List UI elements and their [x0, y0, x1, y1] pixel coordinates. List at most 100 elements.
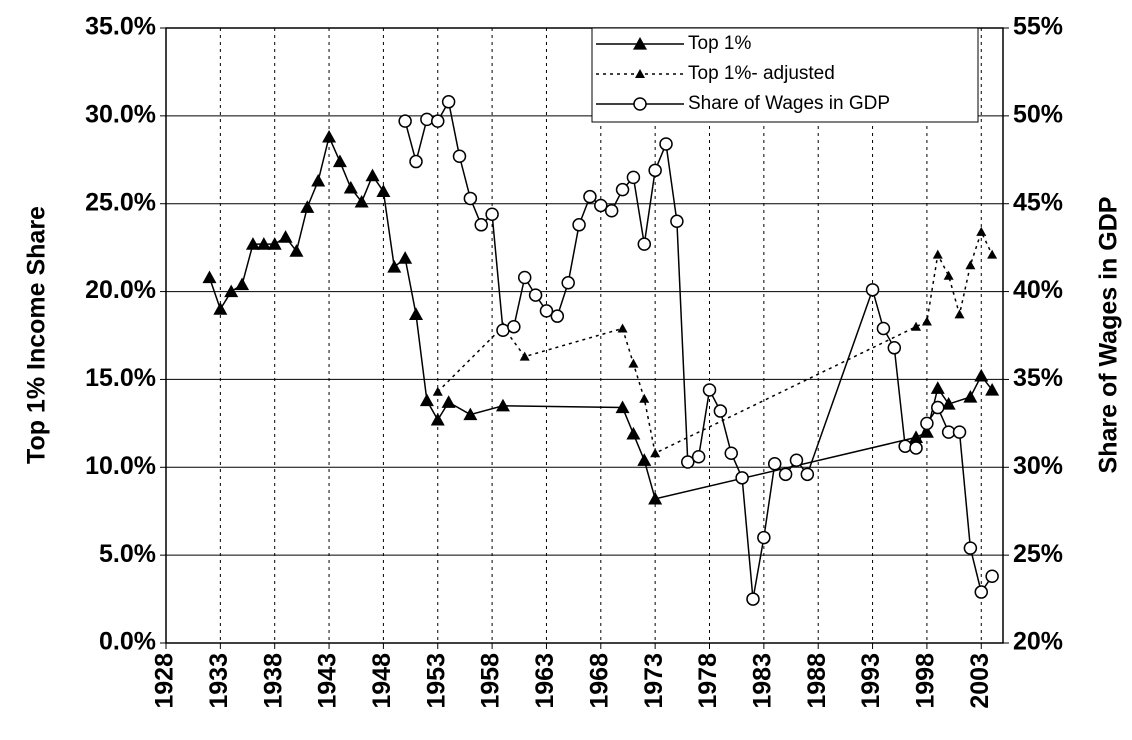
marker [550, 309, 565, 323]
marker [519, 351, 530, 361]
marker [987, 249, 998, 259]
marker [713, 404, 728, 418]
marker [965, 260, 976, 270]
marker [941, 397, 956, 410]
x-tick-label: 1988 [803, 653, 831, 709]
y2-tick-label: 55% [1013, 13, 1063, 41]
marker [441, 95, 456, 109]
marker [985, 569, 999, 583]
marker [409, 307, 424, 321]
marker [202, 270, 217, 284]
marker [626, 170, 641, 185]
marker [659, 137, 673, 151]
marker [635, 69, 645, 78]
marker [572, 218, 586, 232]
y-tick-label: 5.0% [99, 540, 156, 568]
marker [409, 154, 423, 169]
y-tick-label: 15.0% [85, 364, 156, 392]
marker [876, 321, 891, 336]
marker [311, 173, 326, 187]
y-axis-title: Top 1% Income Share [23, 206, 51, 464]
x-tick-label: 1938 [259, 653, 287, 709]
marker [398, 114, 412, 128]
marker [376, 184, 391, 198]
marker [430, 412, 445, 426]
marker [648, 491, 663, 505]
marker [746, 592, 760, 606]
x-tick-label: 1933 [205, 653, 233, 709]
y2-axis-title: Share of Wages in GDP [1095, 197, 1123, 474]
marker [517, 270, 532, 285]
marker [398, 251, 413, 264]
marker [628, 358, 639, 368]
x-tick-label: 1973 [640, 653, 668, 709]
y-tick-label: 10.0% [85, 452, 156, 480]
marker [615, 400, 630, 414]
marker [245, 237, 260, 250]
marker [633, 97, 647, 111]
marker [789, 453, 804, 468]
marker [633, 37, 647, 50]
y-tick-label: 0.0% [99, 628, 156, 656]
marker [267, 237, 282, 250]
marker [289, 244, 304, 257]
marker [691, 449, 706, 464]
marker [921, 316, 932, 326]
marker [650, 448, 661, 458]
y-tick-label: 25.0% [85, 188, 156, 216]
legend-label: Share of Wages in GDP [688, 93, 890, 114]
marker [757, 530, 771, 545]
marker [463, 191, 478, 206]
marker [724, 446, 738, 460]
x-tick-label: 1968 [585, 653, 613, 709]
marker [963, 541, 978, 555]
marker [919, 425, 934, 438]
marker [452, 149, 467, 164]
marker [911, 321, 922, 331]
marker [626, 426, 641, 440]
marker [943, 270, 954, 280]
marker [354, 194, 369, 208]
marker [648, 163, 662, 178]
marker [224, 284, 239, 298]
x-tick-label: 1978 [694, 653, 722, 709]
marker [322, 129, 337, 143]
marker [213, 302, 228, 315]
marker [617, 323, 628, 333]
marker [561, 276, 575, 290]
marker [343, 180, 358, 194]
marker [387, 259, 402, 273]
marker [278, 230, 293, 243]
y2-tick-label: 25% [1013, 540, 1063, 568]
y2-tick-label: 20% [1013, 628, 1063, 656]
marker [985, 382, 1000, 396]
marker [256, 237, 271, 250]
marker [974, 368, 989, 382]
marker [952, 425, 967, 439]
marker [865, 283, 880, 297]
marker [920, 416, 934, 431]
marker [474, 218, 488, 232]
series-line [437, 229, 993, 455]
marker [963, 390, 978, 403]
marker [604, 203, 619, 218]
x-tick-label: 1963 [531, 653, 559, 709]
marker [432, 386, 443, 396]
marker [495, 398, 510, 412]
marker [767, 457, 782, 471]
marker [909, 441, 923, 455]
marker [974, 585, 989, 599]
x-tick-label: 1948 [368, 653, 396, 709]
marker [507, 319, 521, 334]
marker [539, 304, 554, 318]
marker [778, 467, 793, 482]
x-tick-label: 1953 [422, 653, 450, 709]
marker [930, 381, 945, 394]
y-tick-label: 30.0% [85, 100, 156, 128]
marker [431, 114, 445, 128]
marker [594, 198, 608, 213]
y-tick-label: 35.0% [85, 13, 156, 41]
marker [419, 393, 434, 407]
marker [332, 154, 347, 168]
